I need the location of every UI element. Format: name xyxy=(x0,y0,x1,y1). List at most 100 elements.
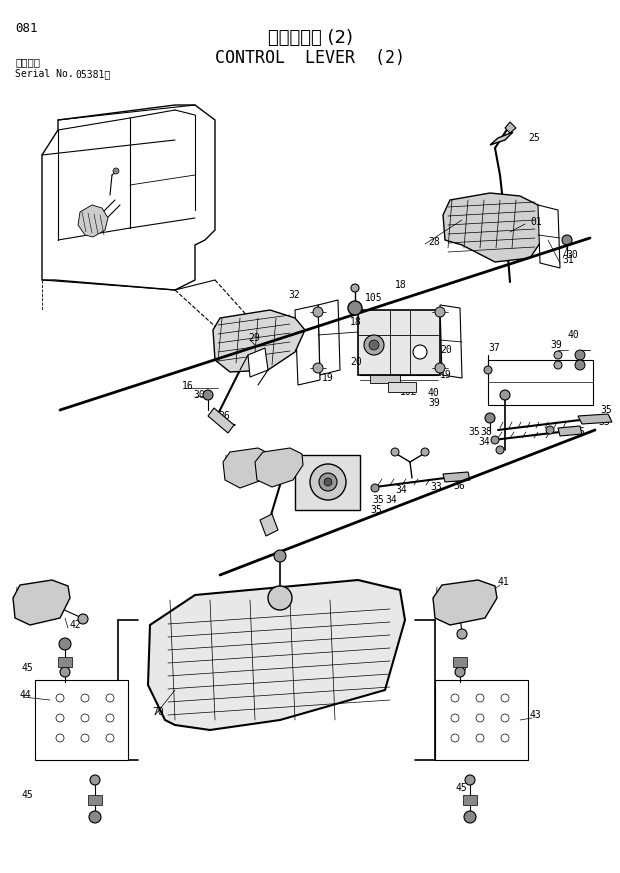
Text: 30: 30 xyxy=(566,250,578,260)
Text: 44: 44 xyxy=(20,690,32,700)
Circle shape xyxy=(451,714,459,722)
Circle shape xyxy=(435,307,445,317)
Circle shape xyxy=(324,478,332,486)
Text: 19: 19 xyxy=(322,373,334,383)
Bar xyxy=(488,360,593,405)
Polygon shape xyxy=(13,580,70,625)
Text: 40: 40 xyxy=(428,388,440,398)
Bar xyxy=(453,657,467,667)
Polygon shape xyxy=(42,105,215,290)
Text: 45: 45 xyxy=(456,663,467,673)
Polygon shape xyxy=(435,680,528,760)
Text: 45: 45 xyxy=(22,663,33,673)
Circle shape xyxy=(464,811,476,823)
Text: 20: 20 xyxy=(440,345,452,355)
Text: 43: 43 xyxy=(530,710,542,720)
Text: 30: 30 xyxy=(193,390,205,400)
Polygon shape xyxy=(558,426,582,436)
Text: 41: 41 xyxy=(497,577,509,587)
Polygon shape xyxy=(148,580,405,730)
Polygon shape xyxy=(208,408,234,433)
Text: 36: 36 xyxy=(453,481,465,491)
Circle shape xyxy=(455,667,465,677)
Polygon shape xyxy=(443,472,470,482)
Circle shape xyxy=(274,550,286,562)
Circle shape xyxy=(310,464,346,500)
Circle shape xyxy=(81,694,89,702)
Polygon shape xyxy=(260,514,278,536)
Text: 39: 39 xyxy=(550,340,562,350)
Circle shape xyxy=(421,448,429,456)
Circle shape xyxy=(391,448,399,456)
Text: 35: 35 xyxy=(468,427,480,437)
Circle shape xyxy=(313,307,323,317)
Circle shape xyxy=(484,366,492,374)
Circle shape xyxy=(435,363,445,373)
Circle shape xyxy=(476,734,484,742)
Circle shape xyxy=(59,638,71,650)
Text: 34: 34 xyxy=(395,485,407,495)
Polygon shape xyxy=(538,205,560,268)
Text: 45: 45 xyxy=(22,790,33,800)
Text: 35: 35 xyxy=(370,505,382,515)
Polygon shape xyxy=(255,448,303,487)
Text: 40: 40 xyxy=(568,330,580,340)
Circle shape xyxy=(451,734,459,742)
Circle shape xyxy=(554,361,562,369)
Text: 39: 39 xyxy=(428,398,440,408)
Circle shape xyxy=(90,775,100,785)
Circle shape xyxy=(500,390,510,400)
Text: 42: 42 xyxy=(70,620,82,630)
Polygon shape xyxy=(78,205,108,237)
Text: 操作レバー (2): 操作レバー (2) xyxy=(267,29,353,47)
Polygon shape xyxy=(223,448,272,488)
Circle shape xyxy=(106,734,114,742)
Text: 05381～: 05381～ xyxy=(75,69,110,79)
Text: 29: 29 xyxy=(248,333,260,343)
Circle shape xyxy=(457,629,467,639)
Circle shape xyxy=(485,413,495,423)
Text: 16: 16 xyxy=(182,381,193,391)
Polygon shape xyxy=(440,305,462,378)
Text: 33: 33 xyxy=(598,417,609,427)
Circle shape xyxy=(56,714,64,722)
Text: 28: 28 xyxy=(428,237,440,247)
Text: 26: 26 xyxy=(218,411,230,421)
Circle shape xyxy=(369,340,379,350)
Circle shape xyxy=(554,351,562,359)
Circle shape xyxy=(476,714,484,722)
Circle shape xyxy=(313,363,323,373)
Polygon shape xyxy=(318,300,340,375)
Circle shape xyxy=(268,586,292,610)
Polygon shape xyxy=(295,305,320,385)
Text: 32: 32 xyxy=(288,290,299,300)
Text: Serial No.: Serial No. xyxy=(15,69,74,79)
Circle shape xyxy=(319,473,337,491)
Circle shape xyxy=(203,390,213,400)
Bar xyxy=(370,375,400,383)
Polygon shape xyxy=(490,132,513,145)
Polygon shape xyxy=(578,414,612,424)
Circle shape xyxy=(60,667,70,677)
Text: 105: 105 xyxy=(365,293,383,303)
Circle shape xyxy=(89,811,101,823)
Circle shape xyxy=(81,734,89,742)
Polygon shape xyxy=(213,310,305,372)
Text: 36: 36 xyxy=(573,427,585,437)
Polygon shape xyxy=(433,580,497,625)
Text: 18: 18 xyxy=(395,280,407,290)
Text: 33: 33 xyxy=(430,482,441,492)
Circle shape xyxy=(371,484,379,492)
Text: 102: 102 xyxy=(400,387,418,397)
Circle shape xyxy=(348,301,362,315)
Bar xyxy=(295,455,360,510)
Circle shape xyxy=(501,734,509,742)
Text: 45: 45 xyxy=(456,783,467,793)
Text: 35: 35 xyxy=(600,405,612,415)
Circle shape xyxy=(81,714,89,722)
Circle shape xyxy=(501,694,509,702)
Circle shape xyxy=(113,168,119,174)
Circle shape xyxy=(106,714,114,722)
Text: 34: 34 xyxy=(385,495,397,505)
Polygon shape xyxy=(248,348,268,377)
